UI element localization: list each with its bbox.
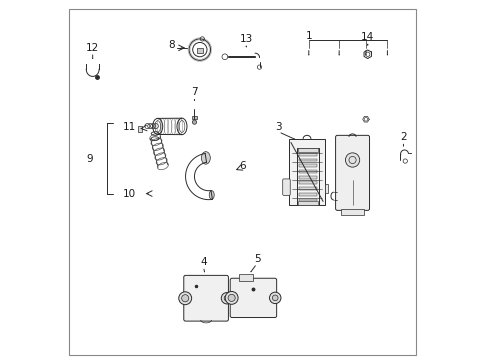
Text: 9: 9 [87, 154, 93, 163]
Bar [192, 116, 197, 119]
Circle shape [227, 294, 235, 301]
Text: 13: 13 [239, 34, 252, 44]
FancyBboxPatch shape [282, 179, 290, 195]
Circle shape [224, 296, 229, 301]
Text: 7: 7 [191, 87, 198, 98]
Bar [298, 181, 317, 184]
Ellipse shape [201, 152, 210, 164]
Bar [324, 184, 327, 193]
FancyBboxPatch shape [230, 278, 276, 318]
Bar [298, 170, 317, 173]
Bar [196, 48, 203, 53]
Circle shape [221, 293, 232, 304]
Bar [239, 274, 253, 281]
Bar [288, 139, 324, 205]
Circle shape [225, 292, 238, 304]
Bar [298, 148, 317, 152]
Text: 2: 2 [399, 132, 406, 142]
Ellipse shape [209, 191, 214, 199]
Text: 4: 4 [200, 257, 206, 267]
Bar [298, 176, 317, 179]
Circle shape [272, 295, 278, 301]
Bar [298, 158, 317, 161]
Circle shape [192, 120, 196, 124]
Bar [138, 126, 142, 132]
Bar [297, 148, 318, 205]
Bar [340, 208, 364, 215]
Bar [298, 187, 317, 190]
Circle shape [179, 292, 191, 305]
Bar [298, 199, 317, 202]
Text: 3: 3 [275, 122, 281, 132]
Text: 6: 6 [239, 161, 245, 171]
Circle shape [269, 292, 281, 303]
Text: 1: 1 [305, 31, 311, 41]
Bar [298, 153, 317, 156]
Circle shape [181, 295, 188, 302]
Bar [298, 201, 317, 205]
Circle shape [345, 153, 359, 167]
Text: 12: 12 [86, 43, 99, 53]
Text: 10: 10 [122, 189, 136, 199]
FancyBboxPatch shape [183, 275, 228, 321]
FancyBboxPatch shape [335, 135, 369, 210]
Text: 5: 5 [253, 254, 260, 264]
Text: 14: 14 [360, 32, 374, 42]
Text: 8: 8 [167, 40, 174, 50]
Bar [298, 164, 317, 167]
Text: 11: 11 [122, 122, 136, 132]
Bar [298, 193, 317, 196]
